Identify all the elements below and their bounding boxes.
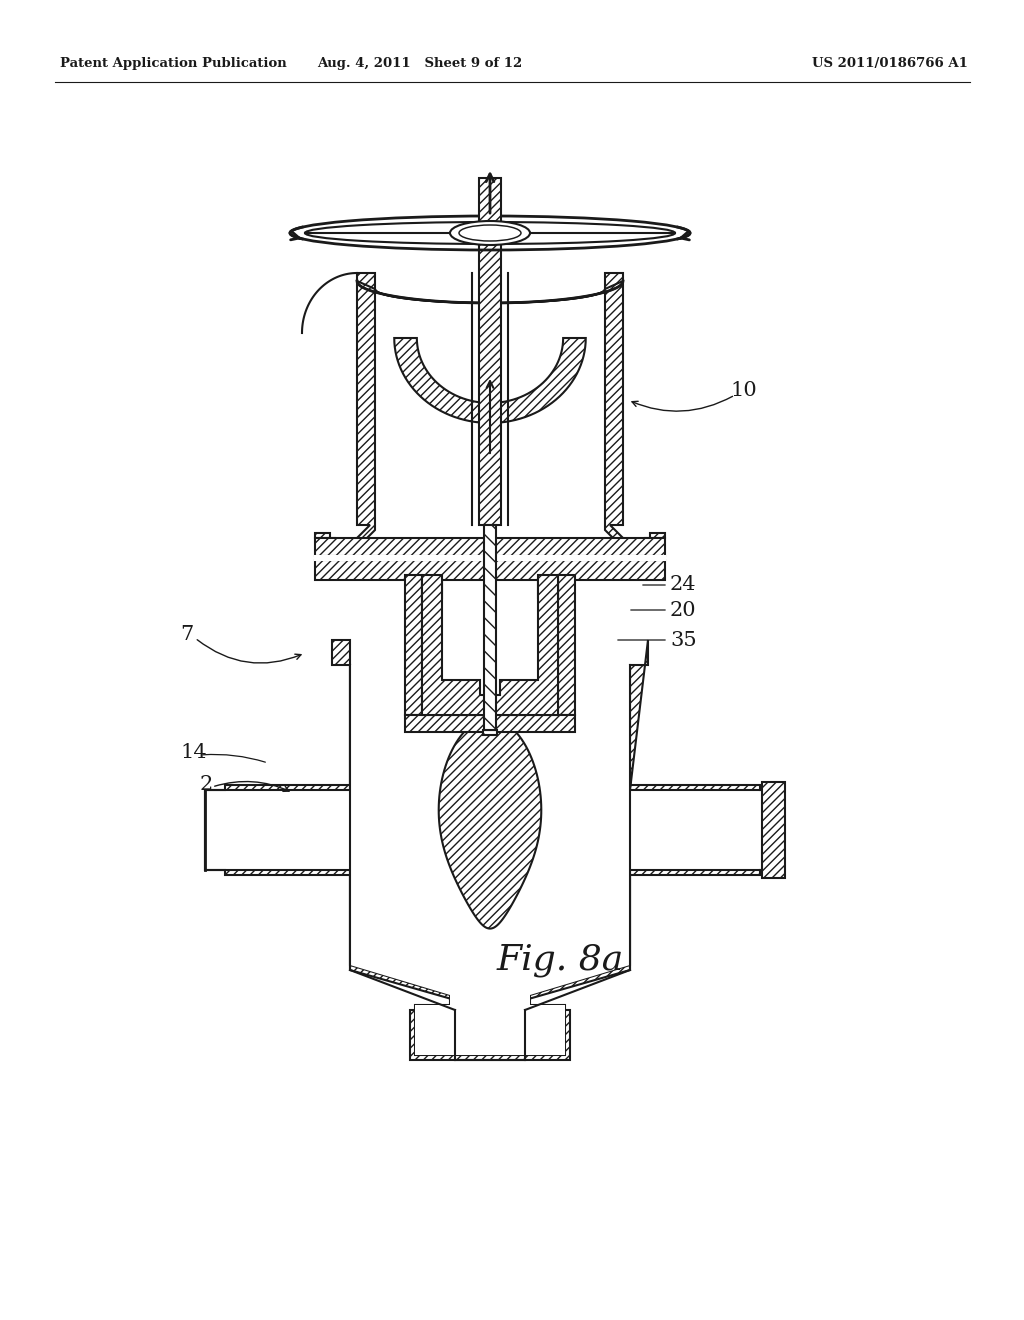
- Polygon shape: [315, 560, 665, 579]
- Polygon shape: [350, 665, 630, 1055]
- Polygon shape: [490, 338, 586, 422]
- Polygon shape: [483, 730, 497, 735]
- Polygon shape: [479, 231, 501, 525]
- Text: Aug. 4, 2011   Sheet 9 of 12: Aug. 4, 2011 Sheet 9 of 12: [317, 57, 522, 70]
- Polygon shape: [394, 338, 490, 422]
- Ellipse shape: [459, 224, 521, 242]
- Text: US 2011/0186766 A1: US 2011/0186766 A1: [812, 57, 968, 70]
- Polygon shape: [406, 576, 422, 715]
- Text: 24: 24: [670, 576, 696, 594]
- Bar: [315, 556, 665, 560]
- Text: Fig. 8a: Fig. 8a: [497, 942, 624, 977]
- Polygon shape: [315, 273, 375, 570]
- Text: 2: 2: [200, 776, 213, 795]
- Polygon shape: [205, 640, 780, 1060]
- Ellipse shape: [450, 220, 530, 246]
- Polygon shape: [484, 525, 496, 730]
- Ellipse shape: [451, 222, 529, 244]
- Polygon shape: [422, 579, 442, 598]
- Polygon shape: [438, 718, 542, 928]
- Text: 7: 7: [180, 626, 194, 644]
- Text: 35: 35: [670, 631, 696, 649]
- Polygon shape: [406, 715, 575, 733]
- Text: 14: 14: [180, 743, 207, 763]
- Text: 10: 10: [730, 380, 757, 400]
- Polygon shape: [315, 539, 665, 556]
- Text: 20: 20: [670, 601, 696, 619]
- Text: Patent Application Publication: Patent Application Publication: [60, 57, 287, 70]
- Polygon shape: [422, 576, 558, 715]
- Polygon shape: [762, 781, 785, 878]
- Polygon shape: [605, 273, 665, 570]
- Polygon shape: [357, 281, 623, 304]
- Polygon shape: [479, 178, 501, 226]
- Polygon shape: [558, 576, 575, 715]
- Polygon shape: [538, 579, 558, 598]
